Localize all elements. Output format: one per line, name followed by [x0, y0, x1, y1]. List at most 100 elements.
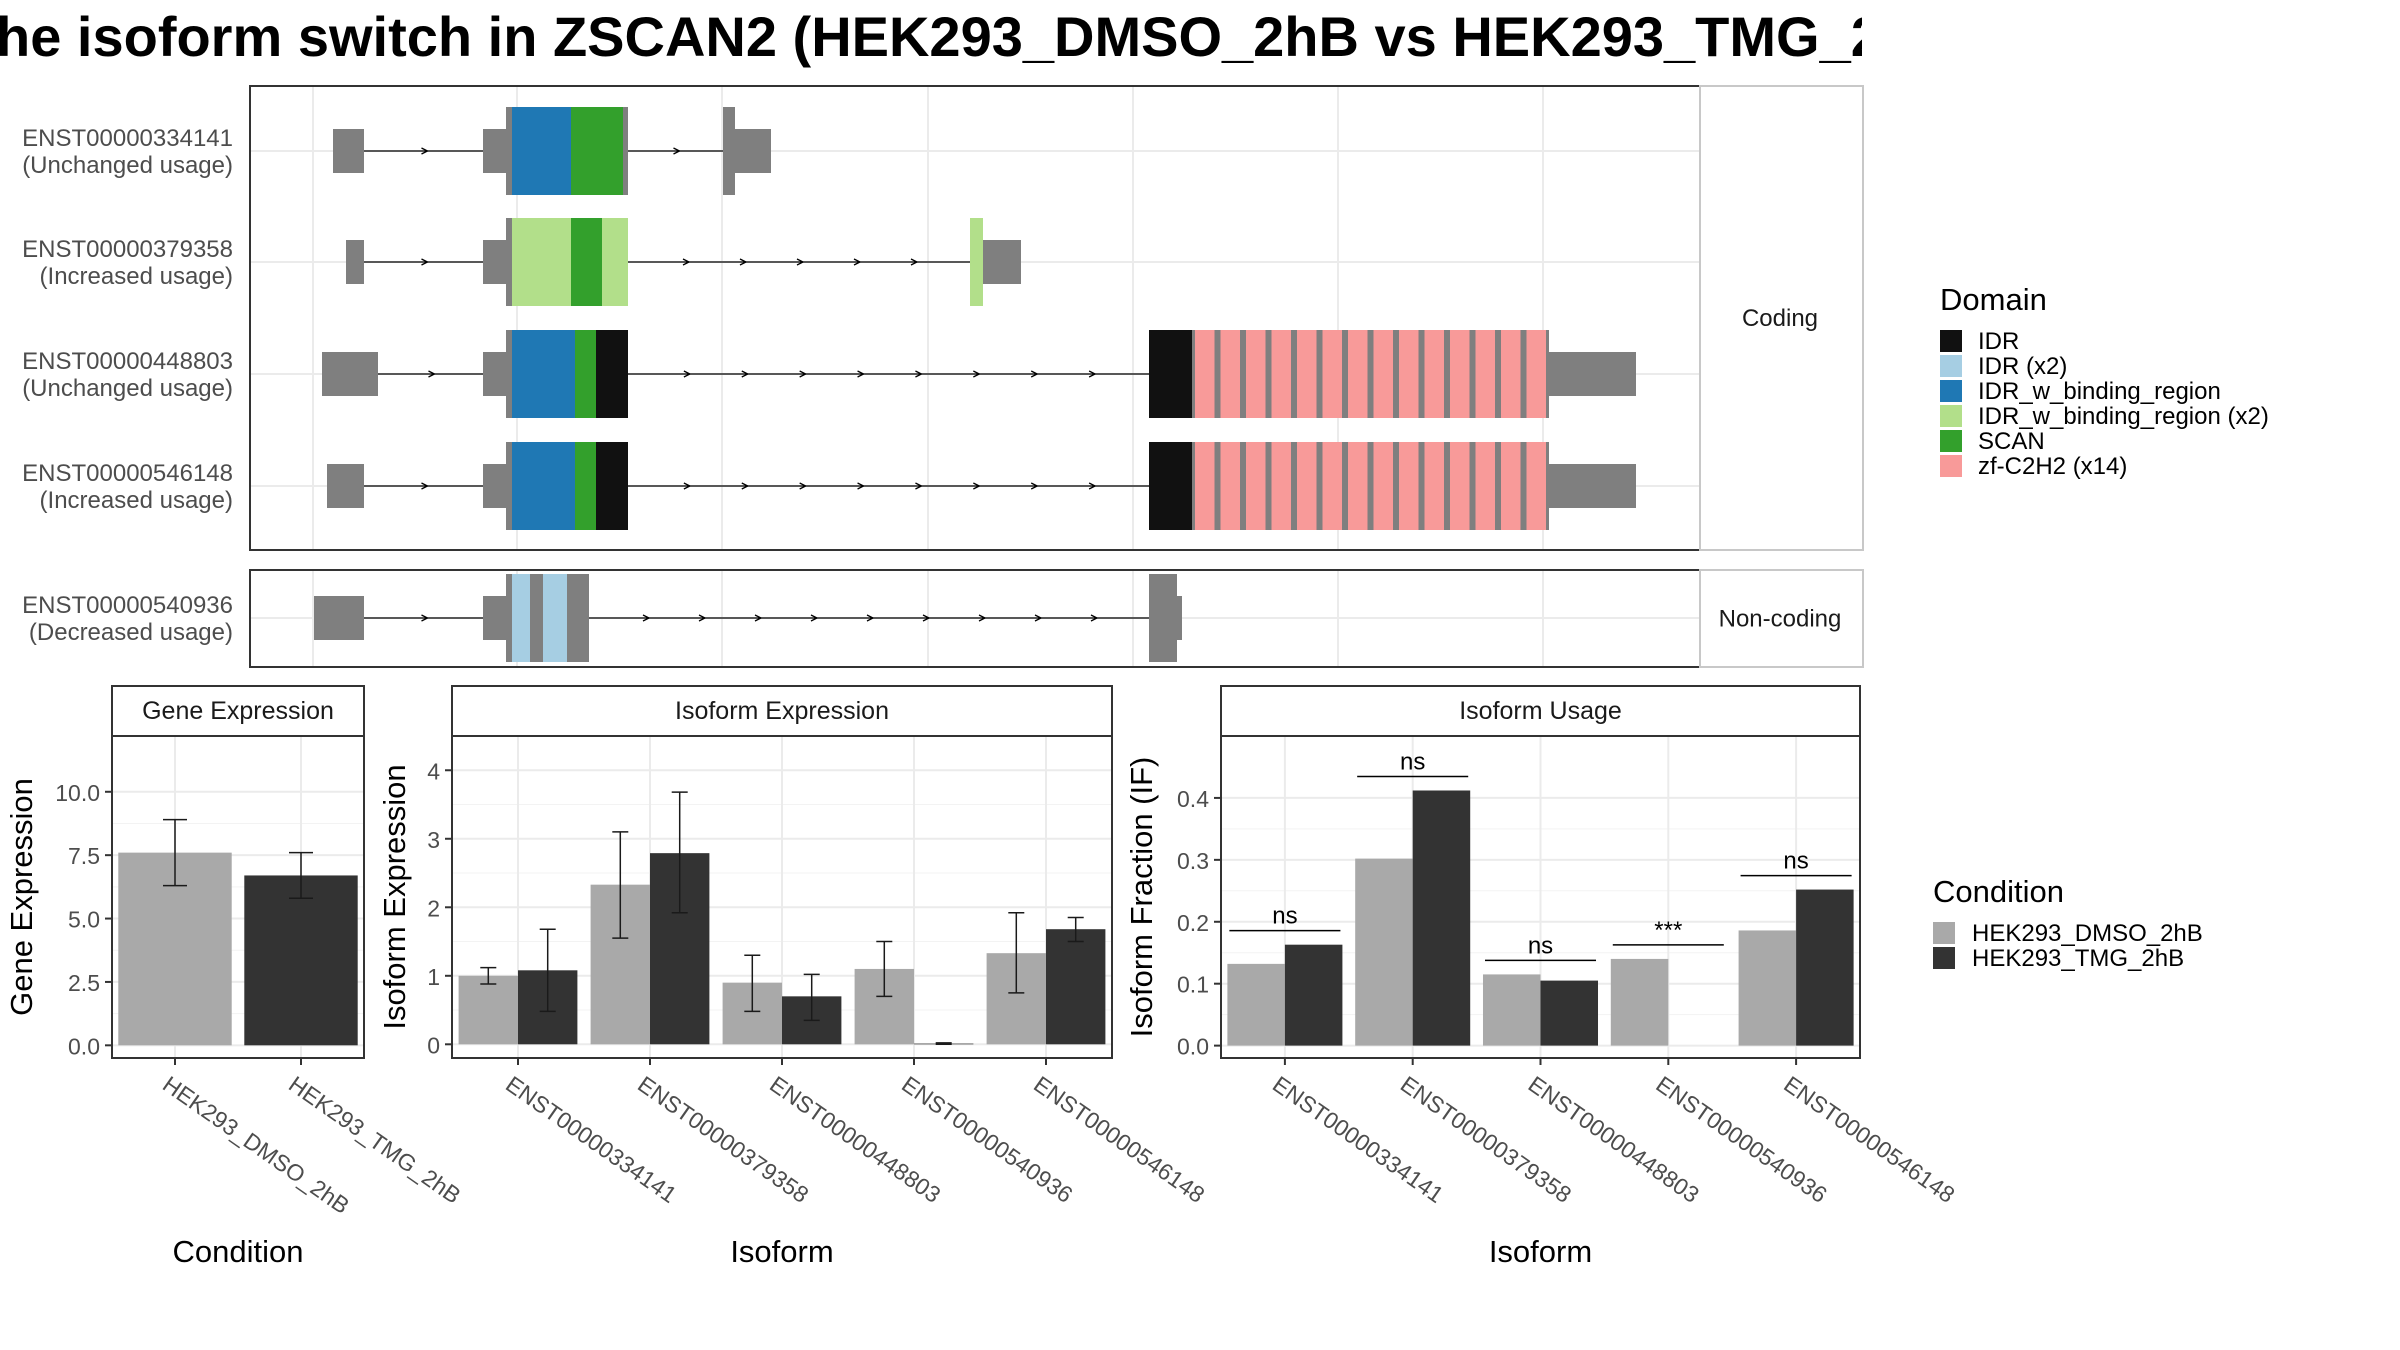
zf-c2h2-domain	[1526, 330, 1546, 418]
intron-arrow	[857, 370, 866, 378]
intron-arrow	[741, 482, 750, 490]
intron-arrow	[1088, 370, 1097, 378]
zf-c2h2-domain	[1399, 330, 1419, 418]
strip-box	[111, 685, 365, 737]
y-axis-title: Gene Expression	[4, 778, 39, 1016]
intron-arrow	[973, 482, 981, 490]
idr-w-binding-region-domain	[512, 107, 571, 195]
zf-c2h2-domain	[1322, 442, 1342, 530]
noncoding-exon	[314, 596, 364, 640]
cds-exon	[506, 218, 512, 306]
bar	[1796, 889, 1854, 1046]
intron-arrow	[915, 370, 923, 378]
y-tick-label: 1	[427, 964, 440, 990]
strip-label: Coding	[1742, 305, 1818, 332]
strip-box	[1699, 85, 1864, 551]
legend-swatch	[1940, 455, 1962, 477]
intron-arrow	[421, 482, 429, 490]
idr-w-binding-region-x2-domain	[970, 218, 983, 306]
intron-arrow	[428, 370, 436, 378]
isoform-id-label: ENST00000334141	[22, 125, 233, 152]
legend-swatch	[1940, 380, 1962, 402]
intron-arrow	[673, 147, 681, 155]
idr-w-binding-region-x2-domain	[602, 218, 628, 306]
cds-exon	[506, 442, 512, 530]
intron-arrow	[857, 482, 866, 490]
intron-arrow	[421, 147, 429, 155]
intron-arrow	[796, 258, 805, 266]
bar	[1284, 944, 1343, 1046]
intron-arrow	[683, 482, 692, 490]
legend-title: Condition	[1933, 874, 2064, 909]
legend-label: IDR_w_binding_region	[1978, 378, 2221, 405]
bar	[1046, 929, 1106, 1045]
bar	[1482, 974, 1541, 1046]
intron-arrow	[799, 370, 808, 378]
legend-label: SCAN	[1978, 428, 2045, 455]
zf-c2h2-domain	[1424, 330, 1444, 418]
legend-swatch	[1933, 947, 1955, 969]
legend-swatch	[1940, 355, 1962, 377]
cds-exon	[506, 330, 512, 418]
intron-arrow	[866, 614, 875, 622]
bar	[1227, 963, 1285, 1046]
zf-c2h2-domain	[1195, 330, 1215, 418]
zf-c2h2-domain	[1373, 330, 1393, 418]
intron-arrow	[799, 482, 808, 490]
noncoding-exon	[483, 596, 506, 640]
zf-c2h2-domain	[1526, 442, 1546, 530]
panel-border	[451, 735, 1113, 1059]
zf-c2h2-domain	[1246, 442, 1266, 530]
utr-exon	[322, 352, 378, 396]
zf-c2h2-domain	[1220, 442, 1240, 530]
bar	[1355, 858, 1413, 1046]
x-axis-title: Condition	[173, 1234, 304, 1269]
y-tick-label: 0	[427, 1032, 440, 1058]
panel-border	[1220, 735, 1861, 1059]
intron-arrow	[683, 370, 692, 378]
idr-x2-domain	[512, 574, 530, 662]
bar	[1412, 790, 1471, 1046]
intron-arrow	[754, 614, 763, 622]
y-tick-label: 0.2	[1177, 910, 1209, 936]
bar	[458, 975, 518, 1045]
scan-domain	[571, 107, 623, 195]
intron-arrow	[973, 370, 981, 378]
utr-exon	[483, 352, 506, 396]
isoform-id-label: ENST00000540936	[22, 592, 233, 619]
intron-arrow	[922, 614, 931, 622]
y-tick-label: 5.0	[68, 907, 100, 933]
zf-c2h2-domain	[1297, 330, 1317, 418]
idr-w-binding-region-x2-domain	[512, 218, 571, 306]
significance-label: ns	[1528, 932, 1553, 959]
strip-box	[1699, 569, 1864, 668]
utr-exon	[983, 240, 1021, 284]
intron-arrow	[915, 482, 923, 490]
isoform-usage-label: (Unchanged usage)	[22, 375, 233, 402]
y-tick-label: 0.1	[1177, 972, 1209, 998]
strip-label: Gene Expression	[142, 697, 334, 725]
idr-w-binding-region-domain	[512, 330, 575, 418]
intron-arrow	[978, 614, 987, 622]
significance-label: ns	[1400, 748, 1425, 775]
y-tick-label: 0.3	[1177, 848, 1209, 874]
strip-box	[1220, 685, 1861, 737]
bar	[1738, 930, 1797, 1046]
cds-exon	[623, 107, 628, 195]
intron-arrow	[1090, 614, 1099, 622]
isoform-usage-label: (Increased usage)	[40, 263, 233, 290]
zf-c2h2-domain	[1297, 442, 1317, 530]
idr-w-binding-region-domain	[512, 442, 575, 530]
utr-exon	[1544, 464, 1636, 508]
intron-arrow	[1030, 370, 1039, 378]
legend-swatch	[1933, 922, 1955, 944]
zf-c2h2-domain	[1271, 442, 1291, 530]
idr-domain	[1149, 442, 1192, 530]
intron-arrow	[910, 258, 919, 266]
zf-c2h2-domain	[1501, 442, 1521, 530]
idr-domain	[596, 330, 628, 418]
intron-arrow	[642, 614, 651, 622]
y-tick-label: 10.0	[55, 780, 100, 806]
